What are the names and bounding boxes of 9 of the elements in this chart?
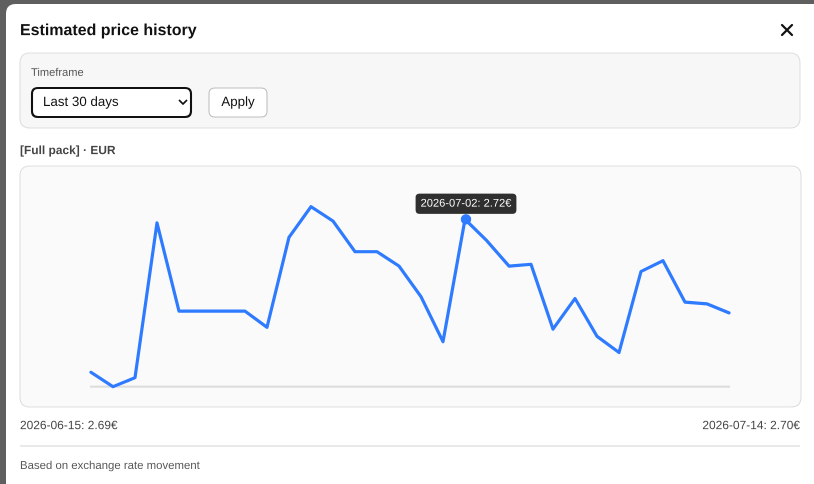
chart-title: Estimated price history: [21, 24, 197, 38]
text: Last 30 days: [44, 96, 118, 109]
chart-subtitle: [Full pack] · EUR: [20, 145, 116, 157]
text: 2026-07-14: 2.70€: [702, 420, 800, 430]
text: Timeframe: [31, 68, 84, 76]
text: Apply: [221, 96, 255, 109]
text: 2026-06-15: 2.69€: [20, 420, 118, 430]
annotation: 2026-07-02: 2.72€: [421, 198, 512, 207]
text: Based on exchange rate movement: [20, 460, 200, 472]
